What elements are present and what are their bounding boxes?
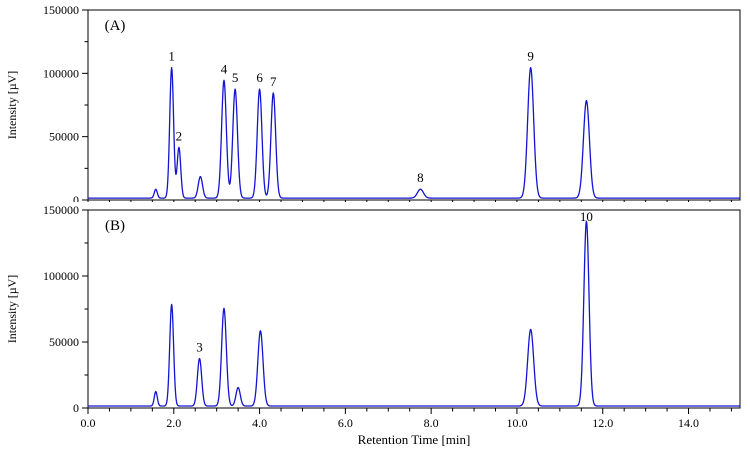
x-tick-label: 6.0	[338, 416, 353, 430]
x-tick-label: 10.0	[506, 416, 527, 430]
x-tick-label: 8.0	[424, 416, 439, 430]
y-tick-label: 150000	[43, 3, 79, 17]
y-tick-label: 100000	[43, 269, 79, 283]
y-tick-label: 0	[73, 193, 79, 202]
peak-label: 5	[232, 70, 239, 85]
peak-label: 8	[417, 170, 424, 185]
peak-label: 3	[196, 340, 203, 355]
peak-label: 9	[527, 49, 534, 64]
panel-letter: (B)	[105, 218, 125, 234]
peak-label: 7	[270, 74, 277, 89]
y-axis-title: Intensity [µV]	[5, 71, 19, 140]
plot-frame	[87, 9, 741, 201]
y-tick-label: 100000	[43, 66, 79, 80]
peak-label: 10	[580, 209, 593, 224]
x-tick-label: 14.0	[678, 416, 699, 430]
chromatogram-panel-b: 0.0 2.0 4.0 6.0 8.0 10.0 12.0 14.0 0 50000 100000 1…	[5, 203, 741, 447]
x-tick-label: 2.0	[166, 416, 181, 430]
y-tick-label: 150000	[43, 203, 79, 217]
plot-frame	[87, 209, 741, 409]
y-tick-label: 0	[73, 401, 79, 415]
peak-label: 1	[168, 49, 175, 64]
x-axis-title: Retention Time [min]	[358, 432, 471, 447]
chromatogram-trace	[87, 66, 741, 199]
x-tick-label: 4.0	[252, 416, 267, 430]
chromatogram-trace	[87, 220, 741, 407]
peak-label: 6	[256, 70, 263, 85]
chromatogram-panel-a: 0 50000 100000 150000 Intensity [µV] (A) 1 2 45 6…	[5, 3, 741, 202]
y-tick-label: 50000	[49, 130, 79, 144]
x-tick-label: 12.0	[592, 416, 613, 430]
panel-letter: (A)	[105, 18, 126, 34]
y-axis-title: Intensity [µV]	[5, 275, 19, 344]
peak-label: 2	[176, 128, 183, 143]
peak-label: 4	[221, 61, 228, 76]
y-tick-label: 50000	[49, 335, 79, 349]
x-tick-label: 0.0	[81, 416, 96, 430]
